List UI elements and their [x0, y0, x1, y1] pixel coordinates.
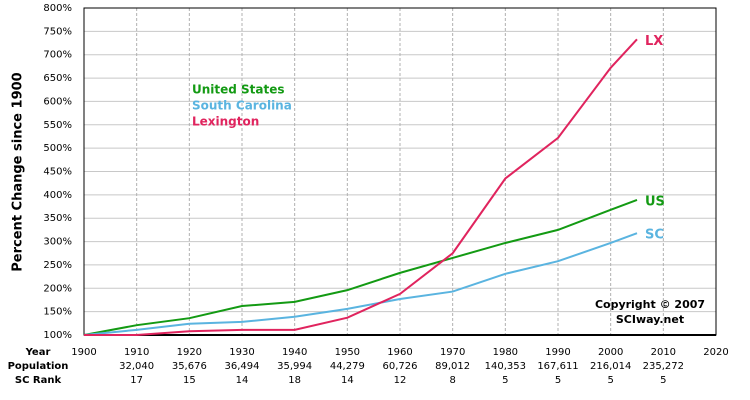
table-cell: 235,272: [643, 361, 684, 372]
y-tick-label: 400%: [43, 190, 72, 201]
end-label: US: [645, 194, 665, 209]
legend-entry: South Carolina: [192, 99, 292, 113]
table-cell: 140,353: [485, 361, 526, 372]
y-tick-label: 800%: [43, 3, 72, 14]
y-tick-label: 350%: [43, 213, 72, 224]
legend-entry: United States: [192, 83, 285, 97]
y-tick-label: 450%: [43, 167, 72, 178]
x-tick-label: 1930: [229, 347, 254, 358]
table-cell: 35,676: [172, 361, 207, 372]
x-tick-label: 1980: [493, 347, 518, 358]
x-tick-label: 1900: [71, 347, 96, 358]
table-cell: 5: [607, 375, 613, 386]
y-tick-label: 600%: [43, 96, 72, 107]
table-cell: 36,494: [225, 361, 260, 372]
end-label: LX: [645, 34, 663, 49]
x-tick-label: 1950: [335, 347, 360, 358]
series-line: [83, 199, 638, 336]
table-cell: 5: [555, 375, 561, 386]
table-cell: 32,040: [119, 361, 154, 372]
x-tick-label: 1940: [282, 347, 307, 358]
table-cell: 15: [183, 375, 196, 386]
y-tick-label: 250%: [43, 260, 72, 271]
y-tick-label: 750%: [43, 26, 72, 37]
table-cell: 12: [394, 375, 407, 386]
table-cell: 60,726: [383, 361, 418, 372]
x-tick-label: 1960: [387, 347, 412, 358]
y-tick-label: 300%: [43, 237, 72, 248]
y-tick-label: 150%: [43, 307, 72, 318]
row-label: SC Rank: [15, 375, 62, 386]
x-tick-label: 1910: [124, 347, 149, 358]
table-cell: 14: [341, 375, 354, 386]
x-tick-label: 2020: [703, 347, 728, 358]
x-tick-label: 1920: [177, 347, 202, 358]
y-tick-label: 700%: [43, 50, 72, 61]
y-tick-label: 200%: [43, 283, 72, 294]
row-label: Population: [8, 361, 69, 372]
y-tick-label: 550%: [43, 120, 72, 131]
table-cell: 44,279: [330, 361, 365, 372]
y-tick-label: 500%: [43, 143, 72, 154]
legend-entry: Lexington: [192, 115, 259, 129]
table-cell: 5: [502, 375, 508, 386]
y-axis-title: Percent Change since 1900: [11, 72, 26, 271]
x-tick-label: 1970: [440, 347, 465, 358]
credit: Copyright © 2007: [595, 298, 705, 311]
table-cell: 89,012: [435, 361, 470, 372]
y-tick-label: 100%: [43, 330, 72, 341]
table-cell: 8: [449, 375, 455, 386]
x-tick-label: 1990: [545, 347, 570, 358]
x-tick-label: 2010: [651, 347, 676, 358]
table-cell: 35,994: [277, 361, 312, 372]
y-tick-label: 650%: [43, 73, 72, 84]
table-cell: 167,611: [537, 361, 578, 372]
table-cell: 17: [130, 375, 143, 386]
row-label: Year: [25, 347, 51, 358]
series-line: [84, 38, 638, 336]
credit: SCIway.net: [616, 313, 684, 326]
table-cell: 216,014: [590, 361, 631, 372]
table-cell: 5: [660, 375, 666, 386]
table-cell: 18: [288, 375, 301, 386]
table-cell: 14: [236, 375, 249, 386]
series-line: [83, 232, 638, 336]
end-label: SC: [645, 228, 664, 243]
x-tick-label: 2000: [598, 347, 623, 358]
